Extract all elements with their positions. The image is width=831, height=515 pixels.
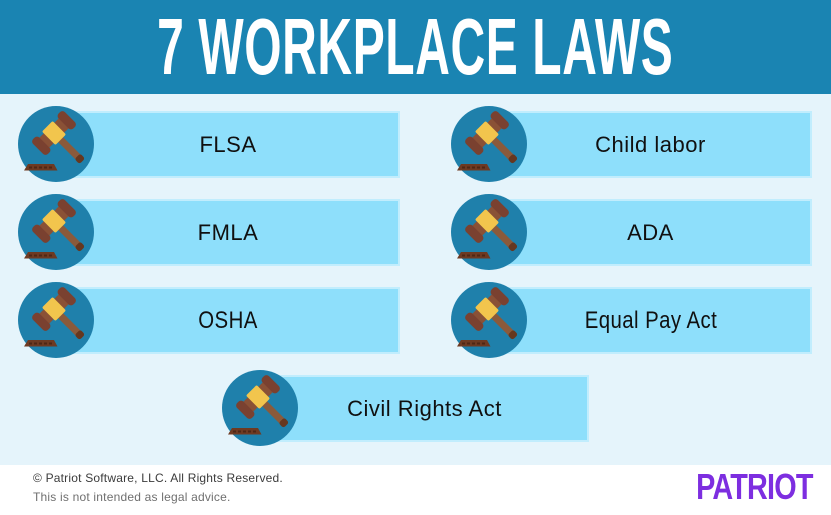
disclaimer-text: This is not intended as legal advice. [33, 490, 231, 504]
gavel-icon [18, 106, 94, 182]
gavel-icon [451, 194, 527, 270]
law-bar: Child labor [489, 111, 812, 178]
law-label: OSHA [198, 306, 258, 334]
law-label: Equal Pay Act [584, 306, 717, 334]
law-bar: FMLA [56, 199, 400, 266]
law-label: ADA [627, 219, 674, 245]
gavel-icon [451, 106, 527, 182]
law-bar: Civil Rights Act [260, 375, 589, 442]
copyright-text: © Patriot Software, LLC. All Rights Rese… [33, 471, 283, 485]
gavel-icon [18, 194, 94, 270]
gavel-icon [451, 282, 527, 358]
law-bar: ADA [489, 199, 812, 266]
page-title: 7 WORKPLACE LAWS [157, 2, 674, 91]
law-bar: Equal Pay Act [489, 287, 812, 354]
gavel-icon [18, 282, 94, 358]
patriot-logo: PATRIOT [696, 466, 813, 507]
gavel-icon [222, 370, 298, 446]
header-band: 7 WORKPLACE LAWS [0, 0, 831, 94]
law-label: FLSA [199, 131, 257, 157]
law-bar: FLSA [56, 111, 400, 178]
law-label: Child labor [595, 131, 706, 157]
footer: © Patriot Software, LLC. All Rights Rese… [0, 465, 831, 515]
law-label: FMLA [197, 219, 259, 245]
law-label: Civil Rights Act [347, 395, 502, 421]
law-bar: OSHA [56, 287, 400, 354]
